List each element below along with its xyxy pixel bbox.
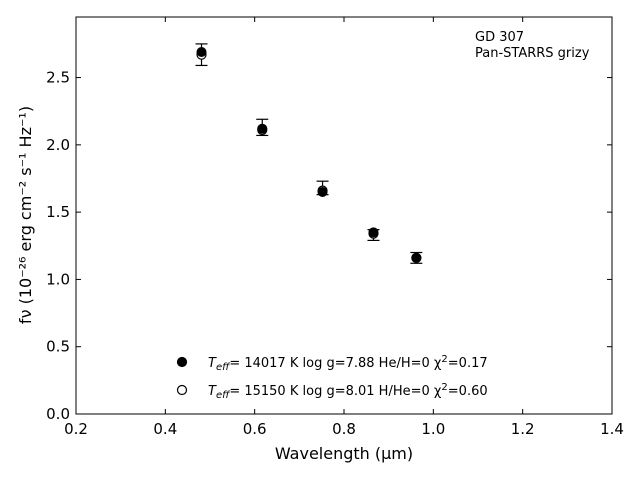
- legend-label: Teff= 15150 K log g=8.01 H/He=0 χ2=0.60: [208, 382, 488, 401]
- legend-entry: Teff= 15150 K log g=8.01 H/He=0 χ2=0.60: [176, 382, 488, 401]
- x-tick-label: 1.2: [511, 420, 535, 438]
- legend-label: Teff= 14017 K log g=7.88 He/H=0 χ2=0.17: [208, 354, 488, 373]
- y-tick-label: 0.5: [46, 338, 70, 356]
- filled-circle-point: [257, 123, 268, 134]
- x-tick-label: 1.0: [421, 420, 445, 438]
- y-tick-label: 1.5: [46, 203, 70, 221]
- filled-circle-point: [368, 227, 379, 238]
- annotation-survey-name: Pan-STARRS grizy: [475, 46, 590, 61]
- filled-circle-point: [317, 186, 328, 197]
- data-points: [196, 46, 422, 263]
- legend-open-marker: [176, 384, 188, 396]
- y-tick-label: 1.0: [46, 270, 70, 288]
- legend: Teff= 14017 K log g=7.88 He/H=0 χ2=0.17 T…: [176, 354, 488, 401]
- x-axis-label: Wavelength (μm): [275, 444, 413, 463]
- y-tick-label: 2.0: [46, 136, 70, 154]
- x-tick-label: 0.6: [243, 420, 267, 438]
- legend-filled-marker: [176, 356, 188, 368]
- x-tick-label: 1.4: [600, 420, 624, 438]
- plot-area: 0.2 0.4 0.6 0.8 1.0 1.2 1.4 0.0 0.5 1.0 1.5 2.0 2.5: [46, 16, 624, 438]
- legend-entry: Teff= 14017 K log g=7.88 He/H=0 χ2=0.17: [176, 354, 488, 373]
- plot-frame: [75, 16, 613, 415]
- y-tick-label: 0.0: [46, 405, 70, 423]
- y-tick-label: 2.5: [46, 69, 70, 87]
- axis-ticks: 0.2 0.4 0.6 0.8 1.0 1.2 1.4 0.0 0.5 1.0 1.5 2.0 2.5: [46, 17, 624, 438]
- x-tick-label: 0.4: [153, 420, 177, 438]
- error-bars: [195, 43, 423, 264]
- filled-circle-point: [411, 252, 422, 263]
- y-axis-label: fν (10⁻²⁶ erg cm⁻² s⁻¹ Hz⁻¹): [16, 106, 35, 324]
- x-tick-label: 0.2: [64, 420, 88, 438]
- filled-circle-point: [196, 46, 207, 57]
- annotation-object-name: GD 307: [475, 30, 524, 45]
- x-tick-label: 0.8: [332, 420, 356, 438]
- chart-annotation: GD 307 Pan-STARRS grizy: [475, 30, 590, 61]
